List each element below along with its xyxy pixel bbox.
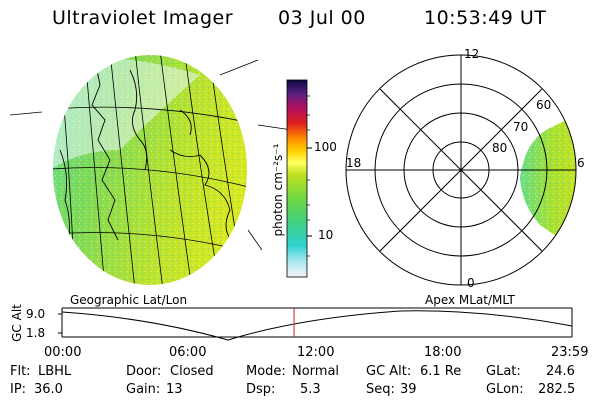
colorbar bbox=[286, 79, 312, 278]
altitude-tick-max: 9.0 bbox=[26, 307, 46, 321]
glat-label: GLat: bbox=[486, 364, 521, 379]
mlt-label-0: 0 bbox=[467, 276, 475, 290]
glon-value: 282.5 bbox=[538, 382, 576, 397]
date-label: 03 Jul 00 bbox=[278, 7, 366, 29]
lat-label-70: 70 bbox=[513, 120, 529, 134]
colorbar-tick-100: 100 bbox=[314, 140, 337, 154]
x-tick-2359: 23:59 bbox=[551, 345, 589, 360]
lat-label-80: 80 bbox=[492, 141, 508, 155]
right-panel-label: Apex MLat/MLT bbox=[425, 293, 515, 307]
ip-label: IP: bbox=[10, 382, 27, 397]
x-tick-1800: 18:00 bbox=[424, 345, 462, 360]
x-tick-1200: 12:00 bbox=[297, 345, 335, 360]
gcalt-label: GC Alt: bbox=[366, 364, 412, 379]
dsp-label: Dsp: bbox=[246, 382, 276, 397]
flt-label: Flt: bbox=[10, 364, 31, 379]
polar-plot bbox=[345, 54, 577, 286]
colorbar-tick-10: 10 bbox=[318, 228, 334, 242]
altitude-tick-min: 1.8 bbox=[26, 326, 46, 340]
mode-value: Normal bbox=[292, 364, 340, 379]
door-label: Door: bbox=[126, 364, 162, 379]
time-label: 10:53:49 UT bbox=[424, 7, 547, 29]
altitude-axis-label: GC Alt bbox=[10, 304, 24, 342]
dsp-value: 5.3 bbox=[300, 382, 321, 397]
left-panel-label: Geographic Lat/Lon bbox=[70, 293, 188, 307]
seq-label: Seq: bbox=[366, 382, 395, 397]
altitude-plot bbox=[58, 307, 573, 341]
instrument-title: Ultraviolet Imager bbox=[52, 7, 234, 29]
door-value: Closed bbox=[170, 364, 214, 379]
ip-value: 36.0 bbox=[34, 382, 63, 397]
flt-value: LBHL bbox=[38, 364, 72, 379]
mlt-label-6: 6 bbox=[577, 156, 585, 170]
colorbar-unit-label: photon cm⁻²s⁻¹ bbox=[271, 143, 285, 237]
seq-value: 39 bbox=[400, 382, 417, 397]
x-tick-0600: 06:00 bbox=[169, 345, 207, 360]
mlt-label-12: 12 bbox=[464, 47, 480, 61]
mode-label: Mode: bbox=[246, 364, 286, 379]
lat-label-60: 60 bbox=[536, 98, 552, 112]
geographic-image bbox=[53, 55, 247, 285]
gain-value: 13 bbox=[166, 382, 183, 397]
glon-label: GLon: bbox=[486, 382, 524, 397]
gcalt-value: 6.1 Re bbox=[420, 364, 462, 379]
glat-value: 24.6 bbox=[546, 364, 575, 379]
x-tick-0000: 00:00 bbox=[44, 345, 82, 360]
gain-label: Gain: bbox=[126, 382, 161, 397]
mlt-label-18: 18 bbox=[346, 156, 362, 170]
